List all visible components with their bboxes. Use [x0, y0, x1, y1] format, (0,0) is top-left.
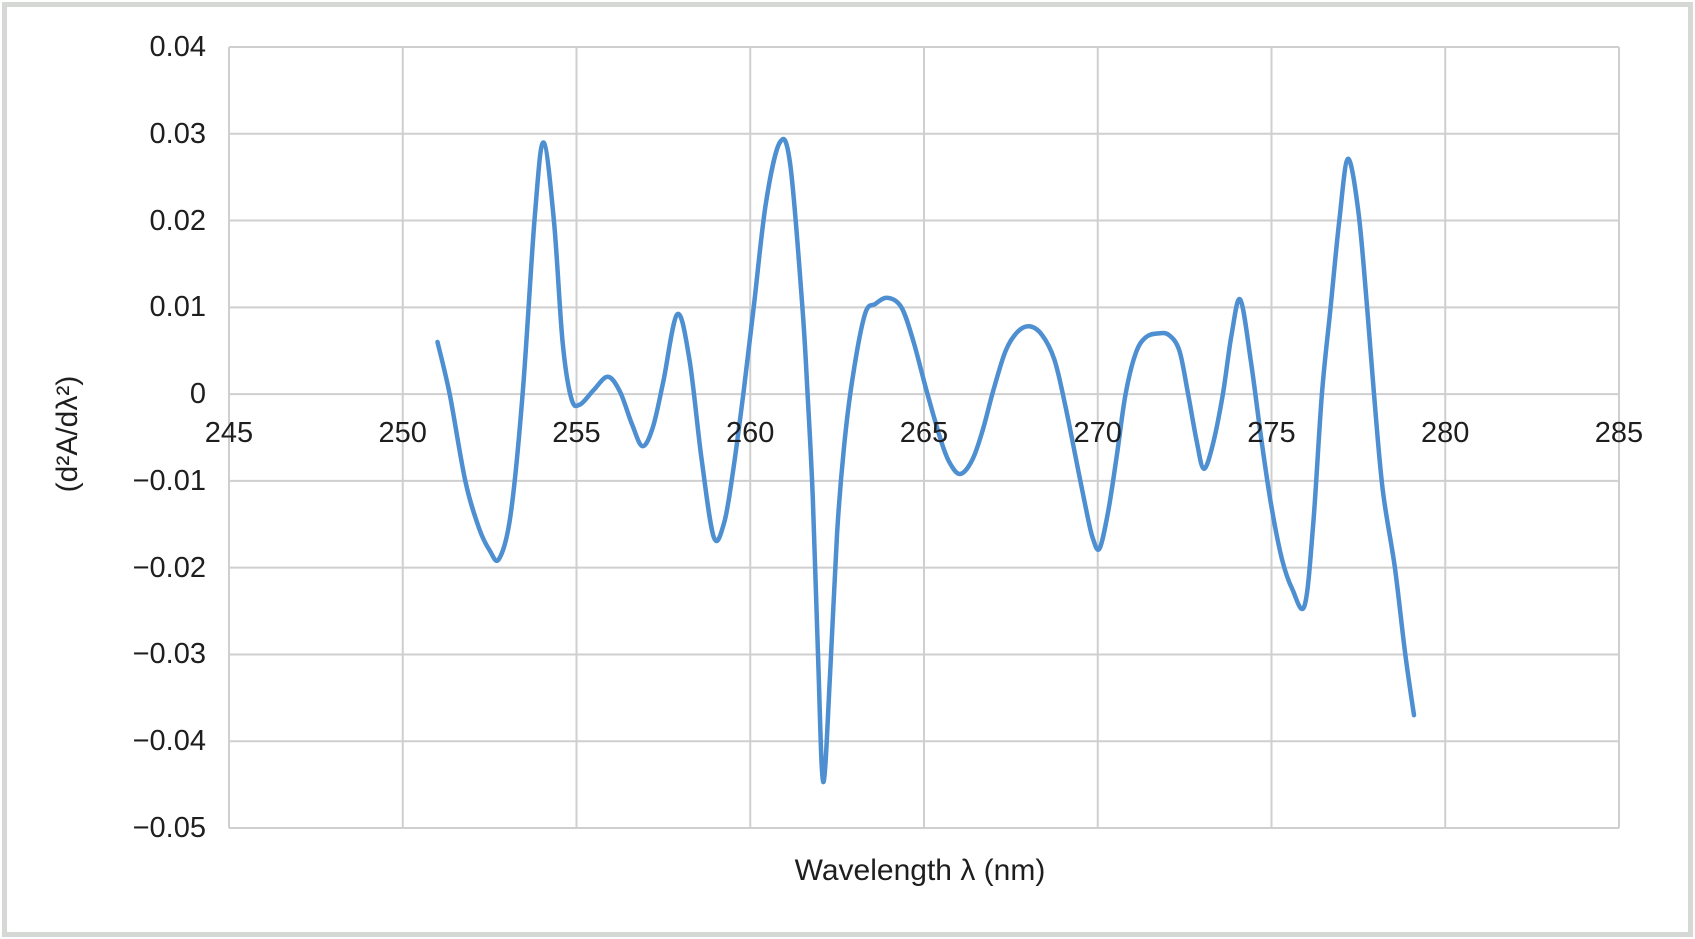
x-tick-label: 285 — [1594, 417, 1644, 449]
x-tick-label: 250 — [378, 417, 427, 449]
y-tick-label: 0.02 — [149, 204, 206, 237]
y-tick-label: 0.01 — [149, 291, 206, 324]
x-tick-label: 260 — [726, 417, 775, 449]
spectrum-line — [435, 136, 1417, 785]
y-tick-label: −0.03 — [132, 638, 206, 671]
y-tick-label: 0.04 — [149, 31, 206, 63]
x-tick-label: 255 — [552, 417, 601, 449]
gridlines — [228, 46, 1620, 829]
y-tick-label: −0.02 — [132, 551, 206, 584]
y-tick-label: 0 — [189, 378, 206, 411]
x-tick-label: 265 — [899, 417, 949, 449]
y-tick-label: −0.05 — [132, 812, 206, 844]
x-tick-label: 245 — [204, 417, 254, 449]
x-tick-label: 270 — [1073, 417, 1122, 449]
x-tick-label: 280 — [1421, 417, 1470, 449]
y-axis-title: (d²A/dλ²) — [51, 375, 84, 493]
y-tick-label: 0.03 — [149, 117, 206, 150]
x-tick-label: 275 — [1247, 417, 1296, 449]
y-tick-label: −0.04 — [132, 725, 206, 758]
x-axis-title: Wavelength λ (nm) — [794, 854, 1046, 887]
y-tick-label: −0.01 — [132, 464, 206, 497]
